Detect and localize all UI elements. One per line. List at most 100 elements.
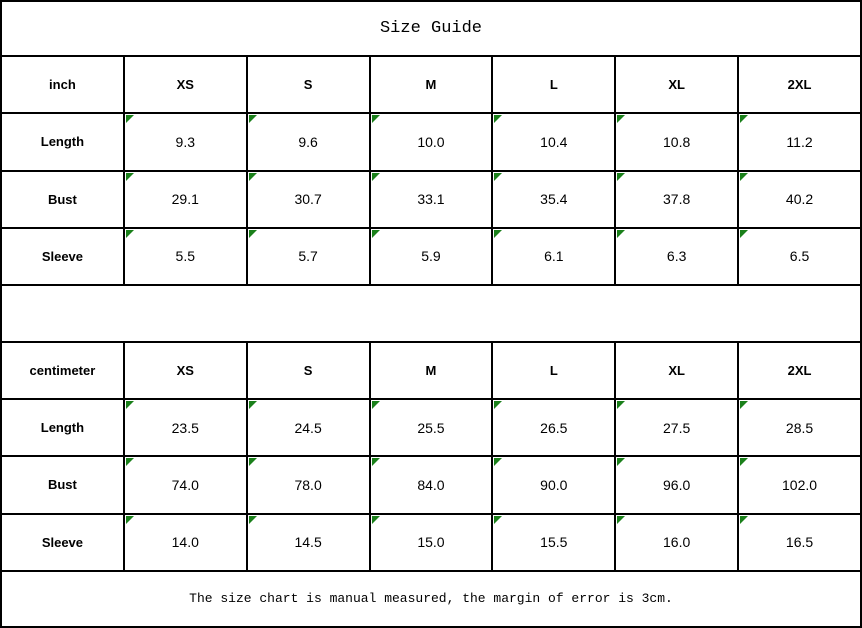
footer-note: The size chart is manual measured, the m… — [0, 569, 862, 628]
row-label-bust: Bust — [0, 169, 125, 229]
size-value: 6.1 — [544, 248, 564, 265]
cell-flag-icon — [617, 115, 626, 124]
unit-header-inch: inch — [0, 55, 125, 115]
cell-flag-icon — [371, 515, 380, 524]
cell-flag-icon — [740, 172, 749, 181]
size-value: 14.0 — [171, 534, 199, 551]
size-value: 30.7 — [294, 191, 322, 208]
cm-length-row: Length 23.5 24.5 25.5 26.5 27.5 28.5 — [0, 398, 862, 458]
size-value: 84.0 — [417, 476, 445, 493]
cell-flag-icon — [617, 515, 626, 524]
size-header-2xl: 2XL — [737, 55, 862, 115]
size-value: 16.5 — [785, 534, 814, 551]
cell-flag-icon — [740, 115, 749, 124]
size-value-cell: 102.0 — [737, 455, 862, 515]
cell-flag-icon — [248, 458, 257, 467]
size-value: 37.8 — [663, 191, 691, 208]
cell-flag-icon — [248, 115, 257, 124]
cell-flag-icon — [494, 515, 503, 524]
cell-flag-icon — [125, 401, 134, 410]
size-value-cell: 5.5 — [122, 226, 248, 286]
cell-flag-icon — [125, 172, 134, 181]
size-value-cell: 15.0 — [368, 512, 494, 572]
cell-flag-icon — [125, 229, 134, 238]
cell-flag-icon — [125, 515, 134, 524]
size-header-l: L — [491, 55, 617, 115]
row-label-length: Length — [0, 112, 125, 172]
row-label-sleeve: Sleeve — [0, 512, 125, 572]
size-value-cell: 27.5 — [614, 398, 740, 458]
size-value: 25.5 — [417, 419, 445, 436]
size-value: 102.0 — [782, 476, 818, 493]
size-value-cell: 96.0 — [614, 455, 740, 515]
size-value-cell: 15.5 — [491, 512, 617, 572]
inch-header-row: inch XS S M L XL 2XL — [0, 55, 862, 115]
cell-flag-icon — [371, 401, 380, 410]
cell-flag-icon — [494, 172, 503, 181]
cell-flag-icon — [371, 172, 380, 181]
page-title: Size Guide — [0, 0, 862, 58]
cell-flag-icon — [248, 229, 257, 238]
size-value-cell: 35.4 — [491, 169, 617, 229]
size-value-cell: 84.0 — [368, 455, 494, 515]
size-value: 27.5 — [663, 419, 691, 436]
size-header-xl: XL — [614, 341, 740, 401]
footer-row: The size chart is manual measured, the m… — [0, 569, 862, 628]
size-header-xs: XS — [122, 55, 248, 115]
size-value-cell: 6.3 — [614, 226, 740, 286]
cell-flag-icon — [248, 515, 257, 524]
size-value: 96.0 — [663, 476, 691, 493]
cell-flag-icon — [617, 172, 626, 181]
cm-bust-row: Bust 74.0 78.0 84.0 90.0 96.0 102.0 — [0, 455, 862, 515]
size-header-xs: XS — [122, 341, 248, 401]
cell-flag-icon — [371, 115, 380, 124]
row-label-length: Length — [0, 398, 125, 458]
cell-flag-icon — [494, 401, 503, 410]
inch-sleeve-row: Sleeve 5.5 5.7 5.9 6.1 6.3 6.5 — [0, 226, 862, 286]
unit-header-centimeter: centimeter — [0, 341, 125, 401]
size-value-cell: 10.8 — [614, 112, 740, 172]
size-header-s: S — [245, 341, 371, 401]
cell-flag-icon — [740, 515, 749, 524]
size-value-cell: 23.5 — [122, 398, 248, 458]
size-value-cell: 24.5 — [245, 398, 371, 458]
size-value-cell: 30.7 — [245, 169, 371, 229]
cell-flag-icon — [617, 458, 626, 467]
size-value-cell: 74.0 — [122, 455, 248, 515]
size-value: 26.5 — [540, 419, 568, 436]
cell-flag-icon — [248, 172, 257, 181]
size-header-s: S — [245, 55, 371, 115]
size-value: 5.7 — [298, 248, 318, 265]
size-value-cell: 6.5 — [737, 226, 862, 286]
size-value: 16.0 — [663, 534, 691, 551]
cm-sleeve-row: Sleeve 14.0 14.5 15.0 15.5 16.0 16.5 — [0, 512, 862, 572]
size-value: 6.5 — [789, 248, 810, 265]
size-value-cell: 11.2 — [737, 112, 862, 172]
size-value-cell: 78.0 — [245, 455, 371, 515]
size-value-cell: 90.0 — [491, 455, 617, 515]
size-value: 5.9 — [421, 248, 441, 265]
size-value: 74.0 — [171, 476, 199, 493]
size-value-cell: 29.1 — [122, 169, 248, 229]
size-value: 15.0 — [417, 534, 445, 551]
size-value: 33.1 — [417, 191, 445, 208]
size-value-cell: 16.5 — [737, 512, 862, 572]
size-value-cell: 9.6 — [245, 112, 371, 172]
inch-length-row: Length 9.3 9.6 10.0 10.4 10.8 11.2 — [0, 112, 862, 172]
size-value: 78.0 — [294, 476, 322, 493]
size-value-cell: 10.4 — [491, 112, 617, 172]
row-label-bust: Bust — [0, 455, 125, 515]
size-value-cell: 37.8 — [614, 169, 740, 229]
cell-flag-icon — [125, 458, 134, 467]
cell-flag-icon — [494, 115, 503, 124]
size-value-cell: 25.5 — [368, 398, 494, 458]
size-value: 29.1 — [171, 191, 199, 208]
size-value: 28.5 — [785, 419, 814, 436]
cell-flag-icon — [740, 401, 749, 410]
size-value-cell: 6.1 — [491, 226, 617, 286]
inch-bust-row: Bust 29.1 30.7 33.1 35.4 37.8 40.2 — [0, 169, 862, 229]
size-value-cell: 14.0 — [122, 512, 248, 572]
cell-flag-icon — [125, 115, 134, 124]
cell-flag-icon — [248, 401, 257, 410]
size-value-cell: 26.5 — [491, 398, 617, 458]
